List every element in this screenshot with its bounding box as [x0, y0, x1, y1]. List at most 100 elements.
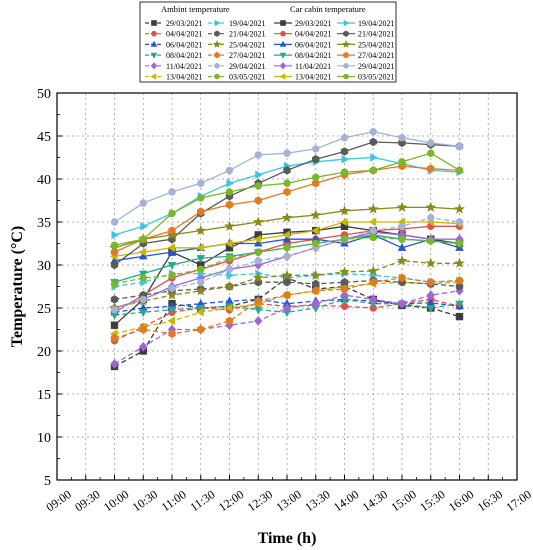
- data-point: [167, 316, 176, 326]
- legend-item-label: 11/04/2021: [295, 62, 331, 71]
- data-point: [312, 145, 320, 153]
- data-point: [254, 296, 262, 306]
- data-point: [455, 218, 464, 226]
- data-point: [398, 134, 406, 142]
- data-point: [340, 147, 349, 156]
- y-tick-label: 20: [37, 345, 51, 360]
- data-point: [196, 243, 204, 253]
- data-point: [139, 274, 147, 282]
- data-point: [139, 325, 147, 334]
- data-point: [254, 151, 262, 159]
- legend-swatch-marker: [279, 52, 287, 59]
- data-point: [110, 241, 119, 249]
- series-markers: [109, 128, 465, 371]
- x-tick-label: 11:00: [159, 487, 189, 514]
- data-point: [168, 188, 176, 196]
- legend-swatch-marker: [280, 20, 286, 26]
- data-point: [283, 179, 291, 188]
- data-point: [369, 226, 377, 235]
- data-point: [139, 251, 148, 260]
- data-point: [167, 306, 177, 315]
- data-point: [139, 341, 148, 352]
- data-point: [396, 201, 408, 212]
- data-point: [139, 199, 147, 207]
- legend-item-label: 04/04/2021: [295, 30, 331, 39]
- data-point: [283, 244, 291, 252]
- data-point: [226, 179, 235, 188]
- data-point: [196, 304, 205, 313]
- legend-swatch-marker: [150, 62, 158, 70]
- data-point: [197, 325, 205, 334]
- data-point: [427, 237, 435, 245]
- data-point: [282, 303, 292, 313]
- data-point: [252, 272, 264, 283]
- legend-swatch-marker: [214, 30, 220, 37]
- data-point: [110, 321, 119, 329]
- data-point: [197, 278, 205, 286]
- data-point: [397, 298, 407, 309]
- x-tick-label: 15:30: [417, 487, 447, 514]
- data-point: [168, 329, 176, 339]
- data-point: [225, 296, 234, 305]
- data-point: [254, 182, 262, 190]
- data-point: [426, 304, 435, 313]
- legend-item-label: 21/04/2021: [358, 30, 394, 39]
- data-point: [340, 235, 349, 243]
- data-point: [196, 308, 204, 317]
- data-point: [110, 260, 119, 270]
- data-point: [339, 205, 350, 216]
- data-point: [369, 233, 377, 242]
- data-point: [139, 235, 147, 243]
- y-axis-label: Temperature (°C): [9, 226, 26, 347]
- data-point: [396, 255, 408, 266]
- legend-swatch-marker: [343, 63, 349, 69]
- legend-swatch-marker: [150, 73, 157, 80]
- legend-item-label: 03/05/2021: [358, 73, 394, 82]
- data-point: [367, 265, 379, 276]
- data-point: [426, 290, 435, 300]
- data-point: [455, 300, 464, 309]
- legend-item-label: 29/04/2021: [358, 62, 394, 71]
- legend-group-title: Ambint temperature: [161, 4, 230, 14]
- data-point: [225, 320, 234, 331]
- data-point: [427, 277, 435, 287]
- data-point: [397, 243, 407, 251]
- data-point: [110, 306, 119, 314]
- data-point: [283, 277, 291, 287]
- data-point: [312, 179, 320, 188]
- data-point: [282, 234, 292, 243]
- legend-swatch-marker: [214, 73, 220, 80]
- data-point: [195, 285, 207, 296]
- legend: Ambint temperature29/03/202104/04/202106…: [139, 1, 397, 83]
- x-tick-label: 10:00: [101, 487, 131, 514]
- data-point: [283, 187, 291, 197]
- y-tick-label: 25: [37, 302, 51, 317]
- data-point: [168, 271, 176, 280]
- data-point: [281, 212, 293, 223]
- data-point: [197, 179, 205, 188]
- x-axis-label: Time (h): [258, 530, 317, 547]
- data-point: [283, 149, 291, 157]
- data-point: [398, 235, 406, 243]
- data-point: [168, 284, 176, 292]
- legend-item-label: 19/04/2021: [358, 19, 394, 28]
- legend-swatch-marker: [280, 30, 286, 37]
- data-point: [225, 316, 234, 326]
- data-point: [340, 290, 349, 300]
- legend-item-label: 03/05/2021: [229, 73, 265, 82]
- x-tick-label: 09:00: [43, 487, 73, 514]
- data-point: [455, 276, 464, 285]
- data-point: [425, 201, 437, 212]
- data-point: [111, 230, 120, 240]
- data-point: [283, 252, 291, 261]
- data-point: [225, 265, 234, 273]
- data-point: [427, 164, 435, 173]
- data-point: [140, 222, 148, 231]
- legend-item-label: 29/03/2021: [166, 19, 202, 28]
- data-point: [312, 173, 320, 181]
- data-point: [398, 273, 406, 283]
- data-point: [339, 217, 348, 227]
- data-point: [254, 306, 263, 315]
- data-point: [197, 194, 205, 202]
- data-point: [340, 134, 349, 142]
